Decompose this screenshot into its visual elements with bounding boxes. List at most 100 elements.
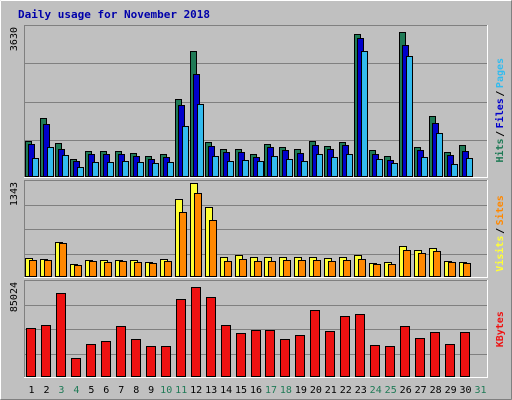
- panel-top: 3630: [9, 25, 488, 178]
- bar-kbytes-day-20: [310, 310, 320, 377]
- bar-pages-day-9: [152, 163, 159, 177]
- bar-pages-day-22: [346, 154, 353, 177]
- bar-kbytes-day-29: [445, 344, 455, 377]
- bar-sites-day-1: [29, 260, 37, 277]
- x-tick-label-day-18: 18: [280, 385, 292, 396]
- bar-sites-day-7: [119, 261, 127, 277]
- bar-pages-day-4: [77, 167, 84, 177]
- bar-kbytes-day-22: [340, 316, 350, 377]
- bar-kbytes-day-23: [355, 314, 365, 377]
- x-tick-label-day-13: 13: [205, 385, 217, 396]
- x-tick-label-day-21: 21: [325, 385, 337, 396]
- bar-kbytes-day-27: [415, 338, 425, 377]
- legend-label-kbytes: KBytes: [495, 311, 506, 347]
- bar-pages-day-12: [197, 104, 204, 177]
- bar-kbytes-day-11: [176, 299, 186, 377]
- bar-sites-day-23: [358, 259, 366, 277]
- x-tick-label-day-30: 30: [459, 385, 471, 396]
- bar-pages-day-3: [62, 155, 69, 177]
- bar-kbytes-day-4: [71, 358, 81, 377]
- x-tick-label-day-22: 22: [340, 385, 352, 396]
- bar-pages-day-1: [32, 158, 39, 177]
- legend-top: Hits/Files/Pages: [494, 58, 506, 163]
- bar-sites-day-28: [433, 251, 441, 277]
- panels-layer: 3630 1343 85024: [9, 25, 488, 378]
- bar-kbytes-day-21: [325, 331, 335, 377]
- x-tick-label-day-7: 7: [118, 385, 124, 396]
- x-tick-label-day-6: 6: [103, 385, 109, 396]
- bar-sites-day-3: [59, 243, 67, 277]
- x-tick-label-day-11: 11: [175, 385, 187, 396]
- bar-pages-day-10: [167, 162, 174, 177]
- bar-sites-day-24: [373, 264, 381, 277]
- bar-pages-day-14: [227, 161, 234, 177]
- bar-kbytes-day-12: [191, 287, 201, 377]
- bar-sites-day-6: [104, 262, 112, 277]
- legend-label-sites: Sites: [494, 195, 506, 225]
- bar-kbytes-day-1: [26, 328, 36, 377]
- bar-kbytes-day-19: [295, 335, 305, 377]
- bar-pages-day-25: [391, 163, 398, 177]
- panel-middle: 1343: [9, 180, 488, 278]
- bar-pages-day-7: [122, 161, 129, 177]
- bar-pages-day-21: [331, 157, 338, 177]
- bar-kbytes-day-17: [265, 330, 275, 377]
- bar-pages-day-30: [466, 158, 473, 177]
- x-tick-label-day-28: 28: [430, 385, 442, 396]
- bar-pages-day-16: [257, 161, 264, 177]
- bar-sites-day-21: [328, 261, 336, 277]
- bar-kbytes-day-2: [41, 325, 51, 377]
- bar-pages-day-2: [47, 147, 54, 177]
- bar-kbytes-day-24: [370, 345, 380, 377]
- bar-sites-day-16: [254, 261, 262, 277]
- x-tick-label-day-16: 16: [250, 385, 262, 396]
- bar-sites-day-22: [343, 260, 351, 277]
- legend-middle: Visits / Sites: [494, 195, 506, 271]
- legend-bottom: KBytes: [495, 311, 506, 347]
- bar-pages-day-19: [301, 161, 308, 177]
- x-tick-label-day-17: 17: [265, 385, 277, 396]
- bar-sites-day-18: [283, 260, 291, 277]
- x-axis-labels: 1 2 3 4 5 6 7 8 9 10 11 12 13 14 15 16 17 18 19 20 21 22 23 24 2…: [28, 385, 486, 396]
- ymax-label-bottom: 85024: [9, 282, 20, 312]
- legend-separator: /: [495, 131, 506, 137]
- ymax-label-top: 3630: [9, 27, 20, 51]
- x-tick-label-day-24: 24: [370, 385, 382, 396]
- legend-label-files: Files: [494, 98, 506, 128]
- bar-pages-day-26: [406, 56, 413, 177]
- bar-kbytes-day-14: [221, 325, 231, 377]
- bar-sites-day-5: [89, 261, 97, 277]
- bar-pages-day-18: [286, 159, 293, 177]
- bar-kbytes-day-9: [146, 346, 156, 377]
- bar-sites-day-20: [313, 260, 321, 277]
- bar-sites-day-15: [239, 259, 247, 277]
- bar-kbytes-day-18: [280, 339, 290, 377]
- x-tick-label-day-14: 14: [220, 385, 232, 396]
- legend-label-hits: Hits: [494, 138, 506, 162]
- legend-separator: /: [495, 228, 506, 234]
- bar-pages-day-11: [182, 126, 189, 177]
- bar-kbytes-day-7: [116, 326, 126, 377]
- x-tick-label-day-12: 12: [190, 385, 202, 396]
- bar-sites-day-13: [209, 220, 217, 277]
- x-tick-label-day-3: 3: [58, 385, 64, 396]
- x-tick-label-day-2: 2: [43, 385, 49, 396]
- x-tick-label-day-26: 26: [400, 385, 412, 396]
- x-tick-label-day-5: 5: [88, 385, 94, 396]
- x-tick-label-day-19: 19: [295, 385, 307, 396]
- bar-kbytes-day-30: [460, 332, 470, 377]
- bar-sites-day-19: [298, 260, 306, 277]
- bar-pages-day-8: [137, 162, 144, 177]
- x-tick-label-day-15: 15: [235, 385, 247, 396]
- bar-sites-day-26: [403, 250, 411, 277]
- legend-label-visits: Visits: [494, 236, 506, 272]
- bar-pages-day-6: [107, 162, 114, 177]
- bar-sites-day-8: [134, 262, 142, 277]
- chart-title: Daily usage for November 2018: [18, 8, 210, 21]
- bar-kbytes-day-5: [86, 344, 96, 377]
- bar-kbytes-day-26: [400, 326, 410, 377]
- bar-pages-day-20: [316, 154, 323, 177]
- bar-kbytes-day-16: [251, 330, 261, 377]
- bar-kbytes-day-8: [131, 339, 141, 377]
